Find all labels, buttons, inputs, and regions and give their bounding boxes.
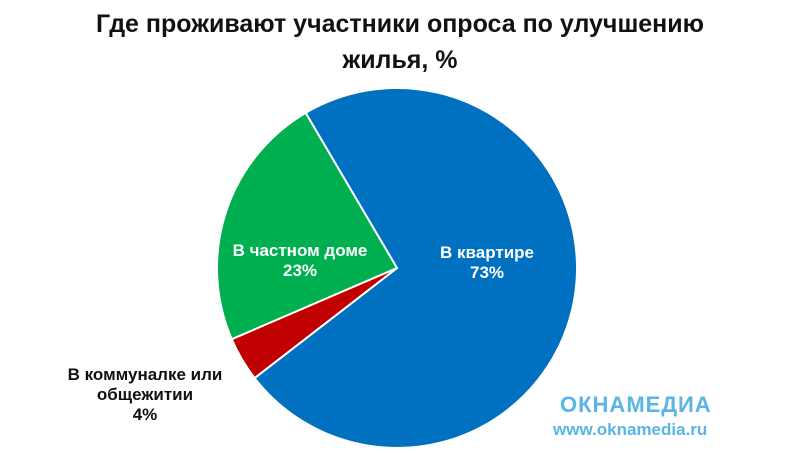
pie-slice <box>216 111 399 341</box>
brand-url: www.oknamedia.ru <box>553 420 708 439</box>
category-label: В квартире <box>440 243 534 262</box>
chart-title: Где проживают участники опроса по улучше… <box>95 10 705 74</box>
pie-slice <box>253 87 578 449</box>
slice-label: В частном доме 23% <box>215 241 385 281</box>
brand-logo: ОКНАМЕДИА <box>560 392 712 417</box>
value-label: 73% <box>469 263 505 282</box>
category-label: В частном доме <box>232 241 368 260</box>
slice-label: В коммуналке или общежитии 4% <box>60 365 230 425</box>
value-label: 23% <box>282 261 318 280</box>
slice-label: В квартире 73% <box>402 243 572 283</box>
category-label: В коммуналке или общежитии <box>67 365 223 404</box>
value-label: 4% <box>132 405 158 424</box>
